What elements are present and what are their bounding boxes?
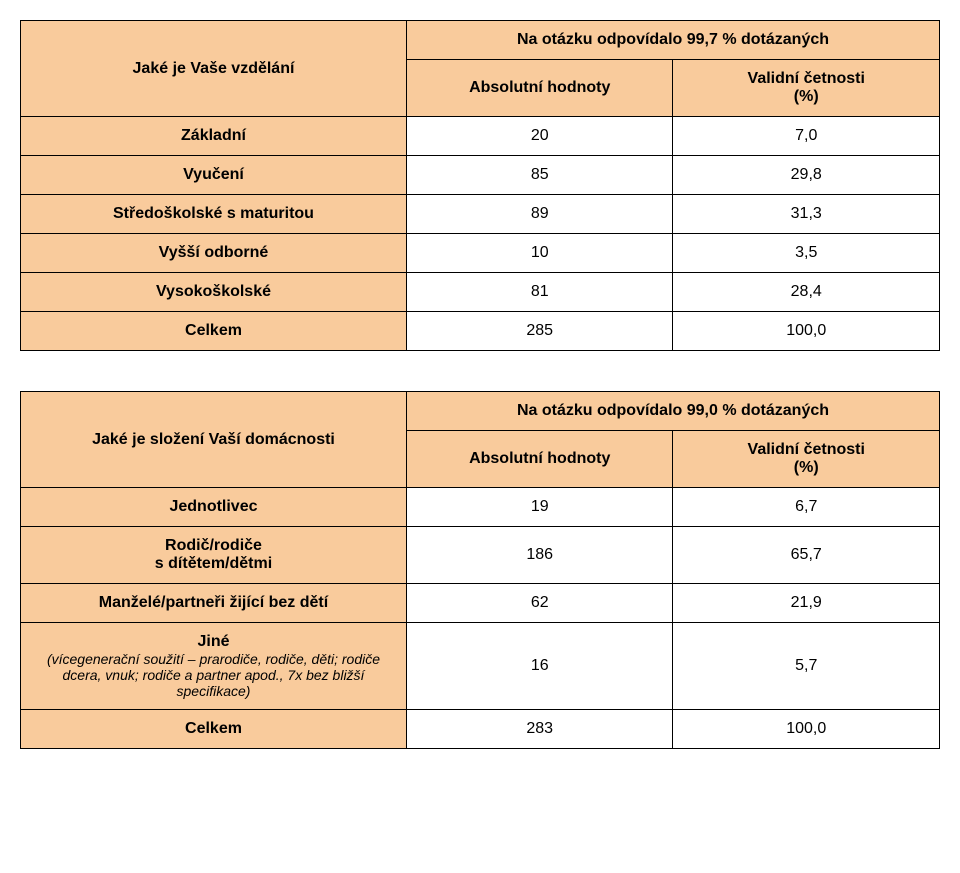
row-label: Celkem [21, 312, 407, 351]
row-pct: 100,0 [673, 710, 940, 749]
row-pct: 31,3 [673, 195, 940, 234]
table1-response-note: Na otázku odpovídalo 99,7 % dotázaných [406, 21, 939, 60]
table-row: Základní 20 7,0 [21, 117, 940, 156]
row-pct: 65,7 [673, 527, 940, 584]
table-row: Jiné (vícegenerační soužití – prarodiče,… [21, 623, 940, 710]
row-abs: 89 [406, 195, 673, 234]
table1-col1-header: Absolutní hodnoty [406, 60, 673, 117]
row-label: Vysokoškolské [21, 273, 407, 312]
row-label-cell: Rodič/rodiče s dítětem/dětmi [21, 527, 407, 584]
row-abs: 285 [406, 312, 673, 351]
row-sub: s dítětem/dětmi [155, 555, 272, 572]
row-pct: 29,8 [673, 156, 940, 195]
education-table: Jaké je Vaše vzdělání Na otázku odpovída… [20, 20, 940, 351]
table2-col1-header: Absolutní hodnoty [406, 431, 673, 488]
row-pct: 5,7 [673, 623, 940, 710]
row-abs: 85 [406, 156, 673, 195]
table2-response-note-text: Na otázku odpovídalo 99,0 % dotázaných [517, 402, 829, 419]
table1-response-note-text: Na otázku odpovídalo 99,7 % dotázaných [517, 31, 829, 48]
row-label: Celkem [185, 720, 242, 737]
table1-question-text: Jaké je Vaše vzdělání [133, 60, 295, 77]
table2-col1-text: Absolutní hodnoty [469, 450, 610, 467]
row-abs: 19 [406, 488, 673, 527]
table1-col2-line1: Validní četnosti [687, 70, 925, 88]
row-label: Jiné [35, 633, 392, 651]
row-abs: 62 [406, 584, 673, 623]
row-label-cell: Manželé/partneři žijící bez dětí [21, 584, 407, 623]
table-row: Vyšší odborné 10 3,5 [21, 234, 940, 273]
row-pct: 21,9 [673, 584, 940, 623]
table2-question: Jaké je složení Vaší domácnosti [21, 392, 407, 488]
table-row: Vyučení 85 29,8 [21, 156, 940, 195]
row-abs: 186 [406, 527, 673, 584]
row-pct: 100,0 [673, 312, 940, 351]
table-row: Jednotlivec 19 6,7 [21, 488, 940, 527]
row-abs: 16 [406, 623, 673, 710]
row-pct: 7,0 [673, 117, 940, 156]
row-abs: 10 [406, 234, 673, 273]
row-label: Jednotlivec [169, 498, 257, 515]
row-label: Základní [21, 117, 407, 156]
row-pct: 3,5 [673, 234, 940, 273]
table1-question: Jaké je Vaše vzdělání [21, 21, 407, 117]
row-label: Vyučení [21, 156, 407, 195]
row-abs: 81 [406, 273, 673, 312]
row-label: Středoškolské s maturitou [21, 195, 407, 234]
table1-col2-header: Validní četnosti (%) [673, 60, 940, 117]
table-row: Celkem 283 100,0 [21, 710, 940, 749]
table2-col2-line1: Validní četnosti [687, 441, 925, 459]
household-table: Jaké je složení Vaší domácnosti Na otázk… [20, 391, 940, 749]
row-abs: 20 [406, 117, 673, 156]
table-row: Rodič/rodiče s dítětem/dětmi 186 65,7 [21, 527, 940, 584]
row-pct: 28,4 [673, 273, 940, 312]
table1-col2-line2: (%) [794, 88, 819, 105]
table1-col1-text: Absolutní hodnoty [469, 79, 610, 96]
row-label-cell: Jednotlivec [21, 488, 407, 527]
row-label: Vyšší odborné [21, 234, 407, 273]
row-label-cell: Celkem [21, 710, 407, 749]
row-pct: 6,7 [673, 488, 940, 527]
table-row: Celkem 285 100,0 [21, 312, 940, 351]
table-row: Středoškolské s maturitou 89 31,3 [21, 195, 940, 234]
row-abs: 283 [406, 710, 673, 749]
row-label: Manželé/partneři žijící bez dětí [99, 594, 328, 611]
row-sub: (vícegenerační soužití – prarodiče, rodi… [35, 651, 392, 699]
row-label: Rodič/rodiče [35, 537, 392, 555]
table-row: Manželé/partneři žijící bez dětí 62 21,9 [21, 584, 940, 623]
table-row: Vysokoškolské 81 28,4 [21, 273, 940, 312]
table2-question-text: Jaké je složení Vaší domácnosti [92, 431, 335, 448]
table2-col2-header: Validní četnosti (%) [673, 431, 940, 488]
row-label-cell: Jiné (vícegenerační soužití – prarodiče,… [21, 623, 407, 710]
table2-response-note: Na otázku odpovídalo 99,0 % dotázaných [406, 392, 939, 431]
table2-col2-line2: (%) [794, 459, 819, 476]
